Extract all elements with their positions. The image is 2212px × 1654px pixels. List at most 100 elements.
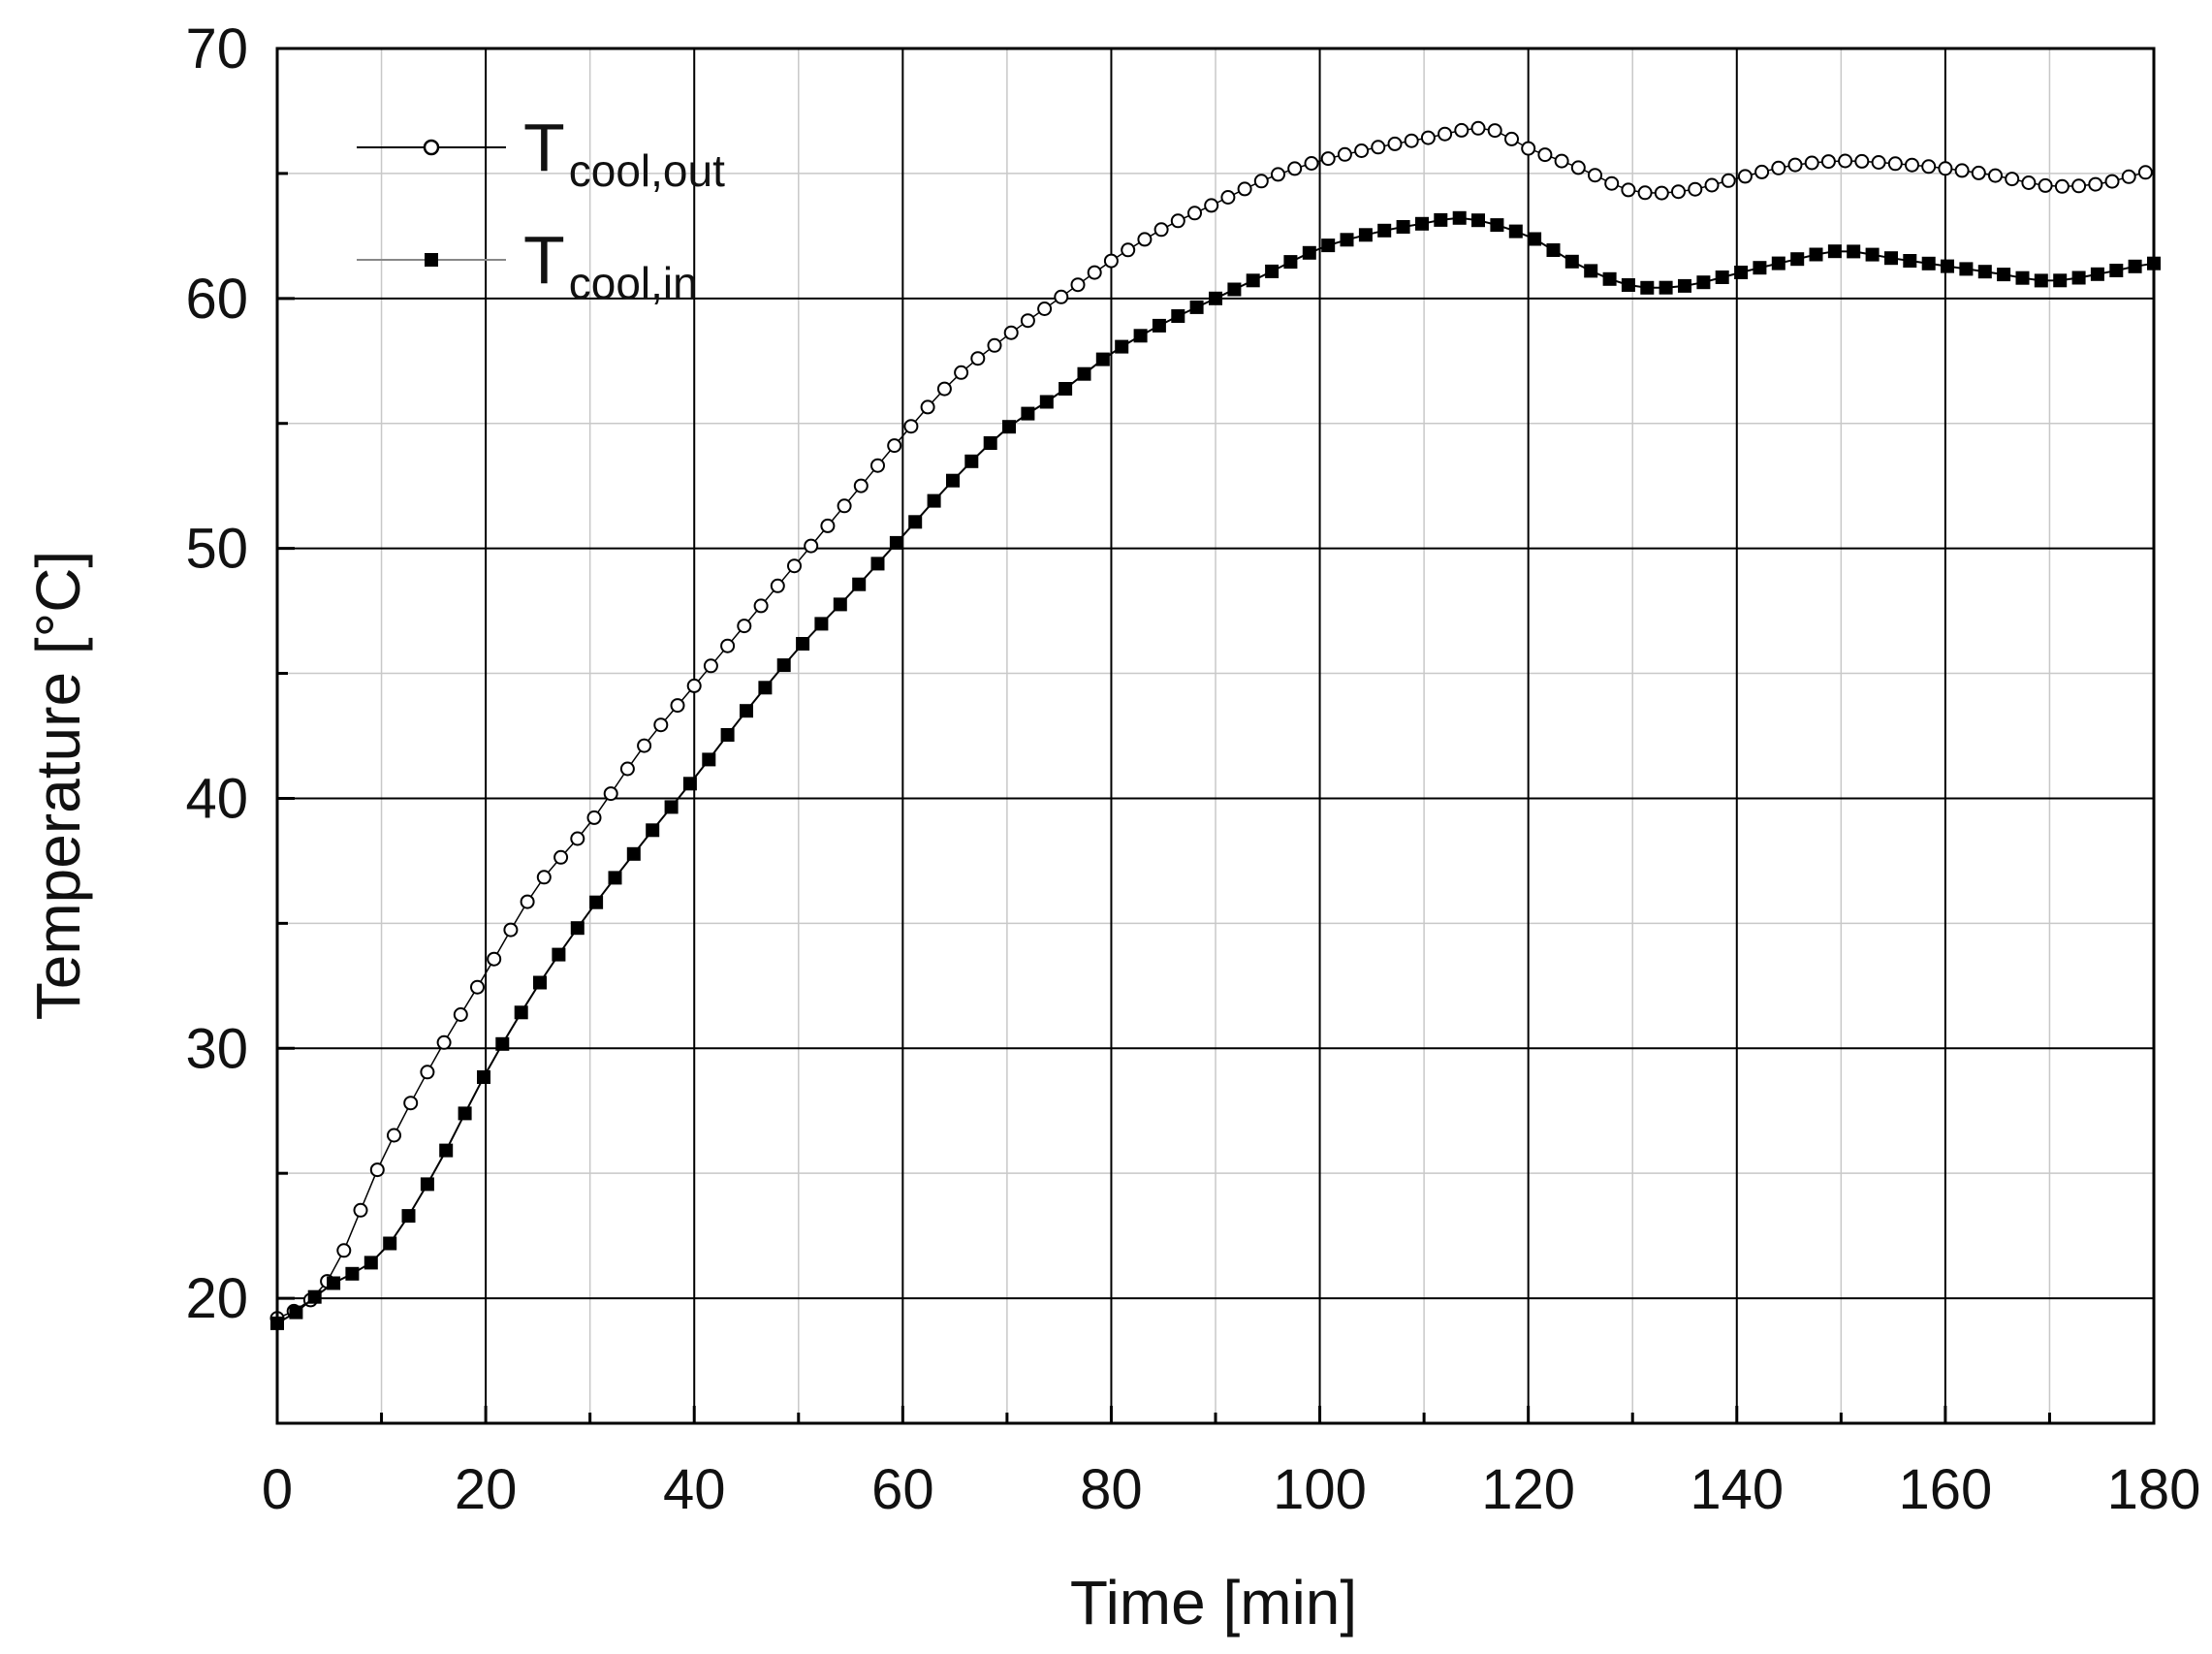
data-point-cool-out [1988,168,2003,183]
data-point-cool-out [1654,185,1669,201]
data-point-cool-out [1754,164,1770,179]
data-point-cool-in [946,473,960,488]
data-point-cool-in [1584,264,1598,278]
data-point-cool-in [401,1209,416,1224]
data-point-cool-out [2121,169,2136,184]
data-point-cool-in [1321,239,1336,253]
data-point-cool-in [1059,382,1073,396]
legend-entry-cool-in: Tcool,in [357,222,698,308]
data-point-cool-out [619,761,635,777]
data-point-cool-in [1640,280,1655,295]
data-point-cool-in [833,597,847,612]
data-point-cool-in [1621,278,1635,292]
data-point-cool-out [2005,172,2020,187]
data-point-cool-out [837,498,852,514]
data-point-cool-in [1847,244,1861,259]
data-point-cool-out [1037,302,1053,316]
data-point-cool-in [1452,210,1467,225]
data-point-cool-out [1787,157,1803,173]
series-cool-out [269,120,2153,1326]
data-point-cool-in [740,704,753,718]
data-point-cool-out [820,518,836,533]
legend-subscript-cool-in: cool,in [569,258,698,308]
data-point-cool-out [436,1034,452,1050]
data-point-cool-out [737,619,752,634]
data-point-cool-in [1283,255,1298,270]
data-point-cool-out [1020,313,1035,329]
series-line-cool-out [276,127,2146,1320]
data-point-cool-out [686,678,702,693]
data-point-cool-in [664,800,679,814]
data-point-cool-out [369,1162,385,1178]
data-point-cool-out [1121,242,1136,258]
data-point-cool-in [327,1276,341,1290]
data-point-cool-out [2104,174,2120,189]
data-point-cool-out [420,1065,435,1080]
data-point-cool-in [2128,259,2142,273]
data-point-cool-in [363,1256,378,1270]
data-point-cool-out [770,578,785,593]
data-point-cool-out [2054,178,2070,194]
data-point-cool-in [814,617,829,631]
data-point-cool-in [1077,366,1091,381]
data-point-cool-out [1938,161,1953,176]
data-point-cool-in [2053,273,2068,288]
data-point-cool-in [570,921,585,936]
data-point-cool-out [670,698,685,714]
data-point-cool-out [1704,177,1720,193]
legend-entry-cool-out: Tcool,out [357,110,725,196]
data-point-cool-in [1921,256,1936,270]
data-point-cool-out [887,438,902,454]
data-point-cool-in [1490,218,1504,233]
data-point-cool-out [1387,136,1403,151]
data-point-cool-out [1838,153,1853,169]
data-point-cool-in [796,637,810,651]
data-point-cool-in [1209,291,1222,305]
data-point-cool-out [1905,157,1919,173]
data-point-cool-out [653,717,669,733]
data-point-cool-out [1187,206,1202,221]
data-point-cool-in [1865,247,1880,262]
x-tick-label-0: 0 [262,1458,293,1521]
data-point-cool-in [2090,267,2104,281]
x-tick-label-20: 20 [455,1458,518,1521]
data-point-cool-out [753,598,769,614]
data-point-cool-out [1554,153,1569,169]
data-point-cool-in [682,777,697,791]
data-point-cool-in [1959,262,1974,276]
data-point-cool-out [853,478,869,493]
data-point-cool-in [1771,256,1785,270]
data-point-cool-in [1790,252,1805,267]
legend-marker-cool-in [425,253,438,267]
data-point-cool-in [964,454,979,468]
data-point-cool-out [987,337,1002,353]
data-point-cool-out [787,558,802,574]
legend-label-cool-in: Tcool,in [523,222,698,308]
data-point-cool-out [536,870,552,885]
data-point-cool-in [1415,216,1429,231]
data-point-cool-in [1508,224,1523,239]
data-point-cool-in [1265,264,1280,278]
data-point-cool-in [1302,245,1316,260]
data-point-cool-in [626,846,641,861]
data-point-cool-out [1854,153,1870,169]
data-point-cool-in [1377,223,1392,238]
x-tick-labels: 0 20 40 60 80 100 120 140 160 180 [262,1458,2201,1521]
data-point-cool-in [1471,213,1485,228]
data-point-cool-out [1504,131,1519,146]
y-axis-title: Temperature [°C] [23,551,93,1020]
data-point-cool-in [1564,254,1579,269]
data-point-cool-in [720,728,735,742]
data-point-cool-in [1021,406,1035,421]
y-tick-label-60: 60 [185,268,248,331]
data-point-cool-in [983,436,997,450]
data-point-cool-in [702,752,716,767]
data-point-cool-out [586,810,602,825]
data-point-cool-out [470,979,485,995]
data-point-cool-in [477,1070,490,1084]
data-point-cool-out [1087,265,1102,280]
y-tick-label-30: 30 [185,1017,248,1080]
data-point-cool-in [289,1305,303,1320]
x-tick-label-80: 80 [1080,1458,1143,1521]
